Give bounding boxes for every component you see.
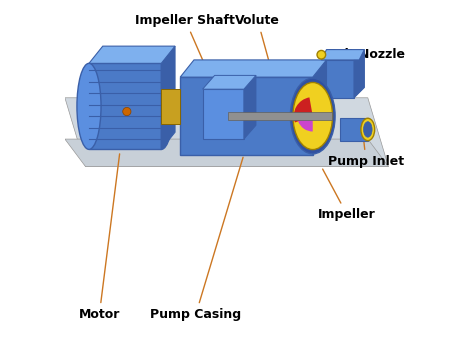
Circle shape: [123, 108, 131, 116]
Text: Exit Nozzle: Exit Nozzle: [328, 48, 405, 61]
Ellipse shape: [364, 122, 372, 137]
Polygon shape: [354, 50, 365, 98]
Text: Pump Inlet: Pump Inlet: [328, 133, 404, 168]
Polygon shape: [313, 60, 327, 154]
Text: Volute: Volute: [235, 14, 280, 68]
Ellipse shape: [149, 64, 173, 150]
Polygon shape: [65, 139, 389, 167]
Polygon shape: [340, 118, 368, 141]
Polygon shape: [180, 77, 313, 154]
Ellipse shape: [77, 64, 101, 150]
Text: Motor: Motor: [79, 154, 120, 321]
Wedge shape: [294, 98, 313, 122]
Bar: [228, 111, 332, 120]
Polygon shape: [202, 89, 244, 139]
Polygon shape: [161, 46, 175, 150]
Text: Impeller Shaft: Impeller Shaft: [136, 14, 235, 112]
Polygon shape: [327, 60, 354, 98]
Polygon shape: [180, 60, 327, 77]
Bar: [161, 89, 180, 124]
Polygon shape: [321, 50, 365, 60]
Text: Pump Casing: Pump Casing: [150, 157, 243, 321]
Polygon shape: [244, 75, 256, 139]
Ellipse shape: [317, 50, 326, 59]
Polygon shape: [89, 46, 175, 64]
Wedge shape: [298, 116, 313, 132]
Polygon shape: [202, 75, 256, 89]
Text: Impeller: Impeller: [318, 169, 376, 221]
Polygon shape: [89, 64, 161, 150]
Ellipse shape: [293, 83, 333, 150]
Polygon shape: [65, 98, 389, 167]
Ellipse shape: [361, 118, 374, 141]
Ellipse shape: [291, 78, 335, 154]
